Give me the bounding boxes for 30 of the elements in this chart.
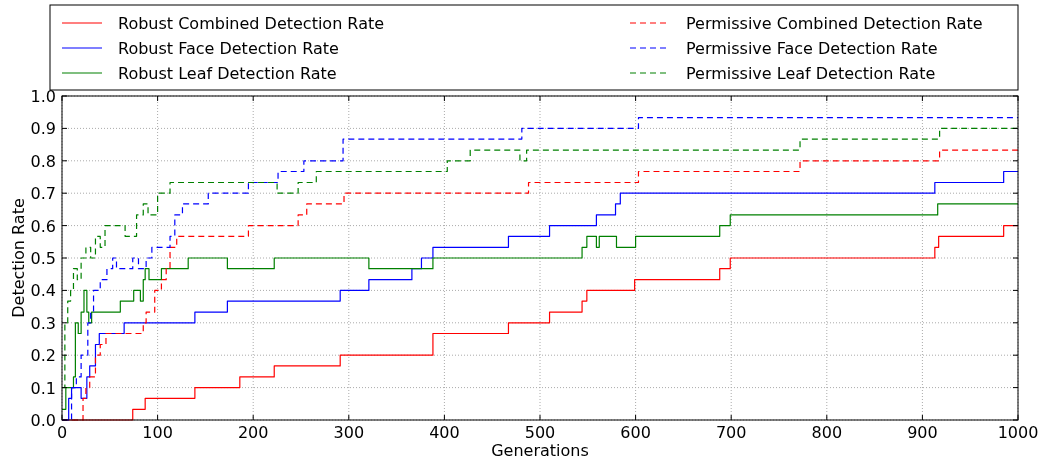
x-tick-label: 700 xyxy=(715,423,747,442)
x-tick-label: 800 xyxy=(811,423,843,442)
x-tick-label: 400 xyxy=(429,423,460,442)
y-tick-label: 0.9 xyxy=(30,119,56,139)
legend-label: Permissive Leaf Detection Rate xyxy=(686,64,936,83)
y-tick-label: 0.7 xyxy=(30,184,56,204)
y-tick-label: 0.2 xyxy=(30,346,56,366)
x-tick-label: 200 xyxy=(237,423,269,442)
y-tick-label: 1.0 xyxy=(30,87,56,106)
legend-label: Robust Face Detection Rate xyxy=(118,39,339,58)
y-axis-title: Detection Rate xyxy=(9,198,28,318)
legend-label: Permissive Face Detection Rate xyxy=(686,39,938,58)
x-tick-label: 500 xyxy=(524,423,556,442)
x-tick-label: 1000 xyxy=(997,423,1039,442)
legend-label: Robust Combined Detection Rate xyxy=(118,14,385,33)
legend-label: Permissive Combined Detection Rate xyxy=(686,14,983,33)
y-tick-label: 0.4 xyxy=(30,281,56,301)
x-tick-label: 100 xyxy=(142,423,173,442)
x-tick-label: 900 xyxy=(907,423,938,442)
y-tick-label: 0.1 xyxy=(30,378,56,398)
x-tick-label: 300 xyxy=(333,423,365,442)
y-tick-label: 0.8 xyxy=(30,151,56,171)
y-tick-label: 0.0 xyxy=(30,411,56,430)
y-tick-label: 0.5 xyxy=(30,249,56,268)
legend-label: Robust Leaf Detection Rate xyxy=(118,64,337,83)
x-axis-title: Generations xyxy=(491,441,589,460)
x-tick-label: 0 xyxy=(56,423,68,442)
y-tick-label: 0.6 xyxy=(30,216,56,236)
y-tick-label: 0.3 xyxy=(30,313,56,333)
x-tick-label: 600 xyxy=(620,423,651,442)
